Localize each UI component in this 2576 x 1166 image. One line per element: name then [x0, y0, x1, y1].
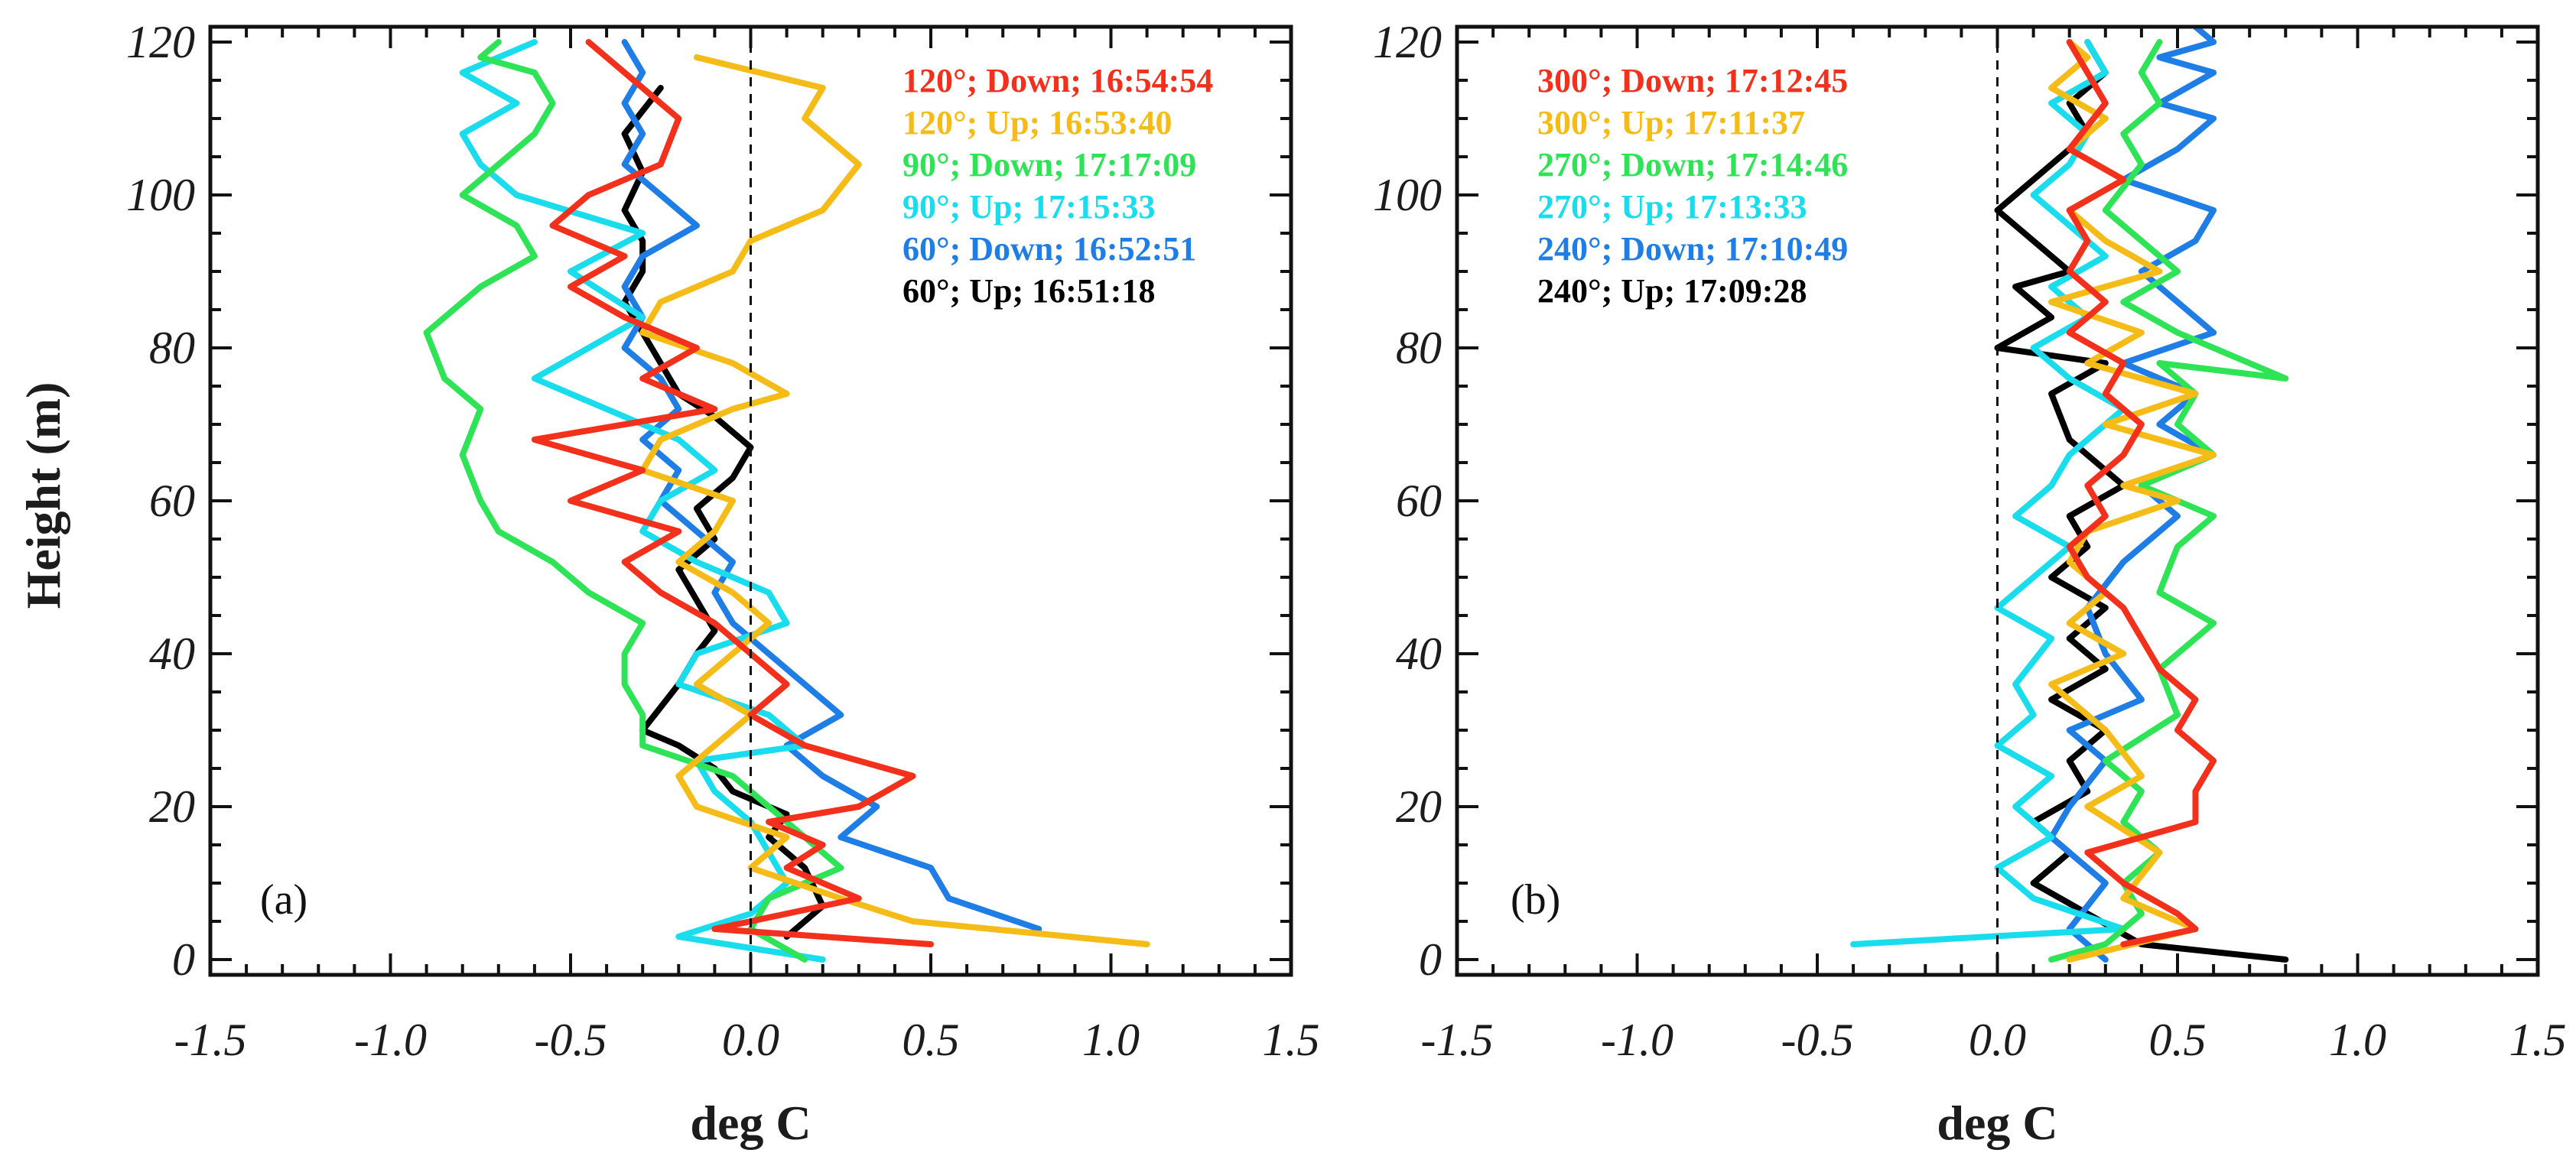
x-tick-label: -1.0	[1601, 1015, 1673, 1065]
y-tick-label: 120	[126, 17, 195, 67]
legend-entry: 60°; Up; 16:51:18	[903, 272, 1155, 310]
legend-entry: 300°; Up; 17:11:37	[1537, 104, 1805, 141]
legend-entry: 60°; Down; 16:52:51	[903, 230, 1196, 268]
panel-label: (b)	[1511, 876, 1560, 924]
x-axis-label: deg C	[1937, 1096, 2057, 1150]
x-tick-label: 1.0	[1082, 1015, 1140, 1065]
panel-label: (a)	[260, 876, 307, 924]
chart-panel-0: -1.5 -1.0 -0.5 0.0 0.5 1.0 1.5 0 20 40 60 80 100 120 d…	[126, 17, 1320, 1150]
y-tick-label: 0	[172, 934, 195, 985]
series-line-4	[639, 54, 1150, 947]
legend-entry: 120°; Down; 16:54:54	[903, 62, 1213, 99]
y-tick-label: 20	[1396, 781, 1442, 832]
series-line-0	[1994, 39, 2289, 963]
y-tick-label: 80	[149, 323, 195, 373]
series-line-2	[1850, 39, 2127, 947]
x-tick-label: -1.5	[174, 1015, 247, 1065]
legend-entry: 120°; Up; 16:53:40	[903, 104, 1172, 141]
x-tick-label: 0.0	[722, 1015, 779, 1065]
x-tick-label: 1.5	[2509, 1015, 2567, 1065]
x-tick-label: 0.0	[1969, 1015, 2026, 1065]
chart-panel-1: -1.5 -1.0 -0.5 0.0 0.5 1.0 1.5 0 20 40 60 80 100 120 d…	[1373, 17, 2567, 1150]
legend-entry: 270°; Down; 17:14:46	[1537, 146, 1848, 184]
y-tick-label: 40	[1396, 628, 1442, 679]
x-tick-label: 1.0	[2329, 1015, 2386, 1065]
y-tick-label: 100	[1373, 170, 1442, 220]
series-group	[423, 39, 1150, 963]
y-axis-label: Height (m)	[16, 382, 70, 609]
legend-entry: 240°; Down; 17:10:49	[1537, 230, 1848, 268]
legend-entry: 270°; Up; 17:13:33	[1537, 188, 1807, 226]
series-line-1	[621, 39, 1042, 932]
legend-entry: 240°; Up; 17:09:28	[1537, 272, 1807, 310]
x-axis-label: deg C	[690, 1096, 811, 1150]
y-tick-label: 80	[1396, 323, 1442, 373]
x-tick-label: -1.5	[1421, 1015, 1494, 1065]
x-tick-label: 1.5	[1263, 1015, 1320, 1065]
x-tick-label: -0.5	[1781, 1015, 1854, 1065]
y-tick-label: 20	[149, 781, 195, 832]
y-tick-label: 60	[1396, 476, 1442, 526]
legend-entry: 90°; Up; 17:15:33	[903, 188, 1155, 226]
series-line-3	[423, 39, 844, 963]
legend-entry: 300°; Down; 17:12:45	[1537, 62, 1848, 99]
panels-container: -1.5 -1.0 -0.5 0.0 0.5 1.0 1.5 0 20 40 60 80 100 120 d…	[126, 17, 2567, 1150]
y-tick-label: 40	[149, 628, 195, 679]
x-tick-label: 0.5	[2149, 1015, 2207, 1065]
y-tick-label: 100	[126, 170, 195, 220]
series-line-5	[531, 39, 934, 947]
series-line-5	[2066, 39, 2217, 947]
y-tick-label: 0	[1419, 934, 1442, 985]
x-tick-label: -0.5	[535, 1015, 607, 1065]
x-tick-label: -1.0	[354, 1015, 427, 1065]
y-tick-label: 60	[149, 476, 195, 526]
y-tick-label: 120	[1373, 17, 1442, 67]
series-group	[1850, 27, 2289, 963]
x-tick-label: 0.5	[903, 1015, 960, 1065]
legend-entry: 90°; Down; 17:17:09	[903, 146, 1196, 184]
series-line-1	[2048, 27, 2217, 963]
series-line-0	[621, 85, 826, 940]
